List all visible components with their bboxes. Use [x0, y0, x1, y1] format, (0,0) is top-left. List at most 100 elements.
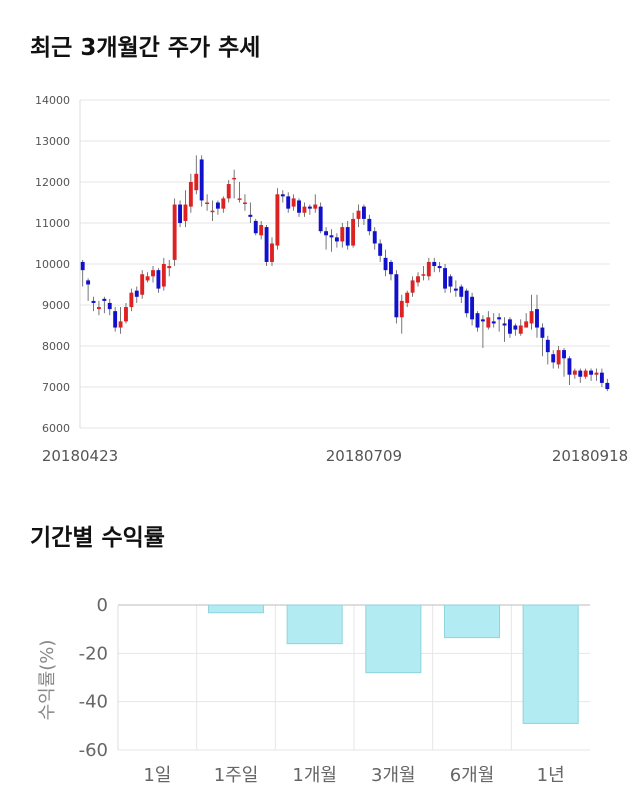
bars: [207, 604, 579, 724]
candle-y-tick-label: 13000: [35, 135, 70, 148]
candle: [183, 190, 188, 228]
candle-body: [221, 198, 226, 209]
candle: [513, 323, 518, 336]
candle: [389, 259, 393, 281]
candle-body: [151, 270, 155, 277]
candle-body: [302, 206, 307, 213]
candle: [502, 317, 507, 342]
candle-body: [199, 159, 204, 201]
candle: [286, 192, 291, 213]
candle-body: [167, 266, 172, 269]
candle-body: [545, 339, 550, 353]
candle: [188, 173, 193, 213]
candle-body: [280, 194, 285, 197]
candle-body: [556, 350, 561, 365]
candle: [302, 202, 307, 217]
candle-body: [286, 196, 291, 209]
candle: [232, 169, 237, 199]
candle-body: [399, 300, 404, 318]
candle-body: [518, 325, 523, 334]
candle-body: [183, 204, 188, 221]
candle: [486, 311, 491, 330]
bar-x-tick-label: 1개월: [292, 765, 337, 786]
candle: [497, 313, 502, 332]
candle-body: [443, 268, 447, 289]
candle: [367, 214, 372, 236]
bar-x-tick-label: 3개월: [371, 765, 416, 786]
candle-body: [237, 198, 242, 200]
candle: [426, 257, 431, 281]
candle: [102, 296, 107, 314]
candle: [226, 179, 231, 203]
candle-body: [334, 237, 339, 242]
candle-x-tick-label: 20180423: [42, 447, 118, 465]
candle: [361, 204, 366, 226]
candle-body: [140, 274, 145, 295]
candle: [405, 290, 410, 308]
candle-body: [367, 218, 372, 232]
candle: [378, 239, 383, 262]
candle: [356, 204, 361, 228]
candle: [351, 212, 356, 248]
candle: [215, 200, 220, 215]
candle-body: [432, 261, 437, 267]
candle: [443, 264, 447, 293]
candle-body: [372, 231, 377, 244]
candle-body: [351, 218, 356, 246]
candle-body: [605, 382, 610, 390]
candle-body: [275, 194, 280, 246]
candle: [572, 368, 577, 379]
candle-x-tick-label: 20180918: [552, 447, 628, 465]
candle: [210, 200, 215, 221]
candle-body: [243, 202, 247, 204]
candle: [524, 313, 529, 328]
candle-body: [329, 235, 334, 238]
candle-body: [96, 307, 101, 310]
candle: [545, 335, 550, 365]
candle: [578, 368, 583, 383]
candle-y-tick-label: 11000: [35, 217, 70, 230]
candle: [161, 257, 166, 291]
candle-body: [248, 214, 253, 217]
candle-body: [270, 243, 274, 262]
candle: [329, 229, 334, 252]
candle-body: [535, 309, 539, 328]
candle-body: [453, 288, 458, 291]
candle: [334, 233, 339, 248]
candle-body: [572, 370, 577, 375]
bar-y-axis-label: 수익률(%): [37, 640, 58, 721]
candle-body: [226, 184, 231, 199]
bar-x-tick-label: 1주일: [214, 765, 259, 786]
candle-body: [232, 177, 237, 180]
candle: [91, 296, 96, 312]
candle: [448, 274, 453, 293]
candle: [583, 368, 588, 379]
price-trend-title: 최근 3개월간 주가 추세: [30, 35, 261, 61]
candle-body: [324, 231, 329, 236]
candle: [470, 292, 475, 326]
candle-body: [156, 270, 161, 289]
candle: [259, 220, 264, 240]
candle-body: [194, 173, 199, 191]
bar-y-ticks: 0 -20 -40 -60: [79, 595, 108, 761]
candle-body: [448, 276, 453, 287]
candle-body: [383, 257, 388, 271]
candle: [275, 188, 280, 250]
candle: [459, 284, 464, 303]
candle: [480, 315, 485, 349]
candle: [589, 368, 594, 381]
candle-body: [188, 182, 193, 207]
candle-body: [291, 198, 296, 207]
candle: [113, 307, 118, 332]
candle-body: [426, 261, 431, 277]
candle-body: [513, 325, 518, 330]
candle-body: [583, 370, 588, 377]
candle: [594, 368, 599, 381]
candle-body: [215, 202, 220, 209]
candle: [605, 378, 610, 392]
candle-body: [107, 302, 112, 310]
candle-y-tick-label: 6000: [42, 422, 70, 435]
candle-body: [389, 261, 393, 275]
candle: [491, 313, 496, 328]
